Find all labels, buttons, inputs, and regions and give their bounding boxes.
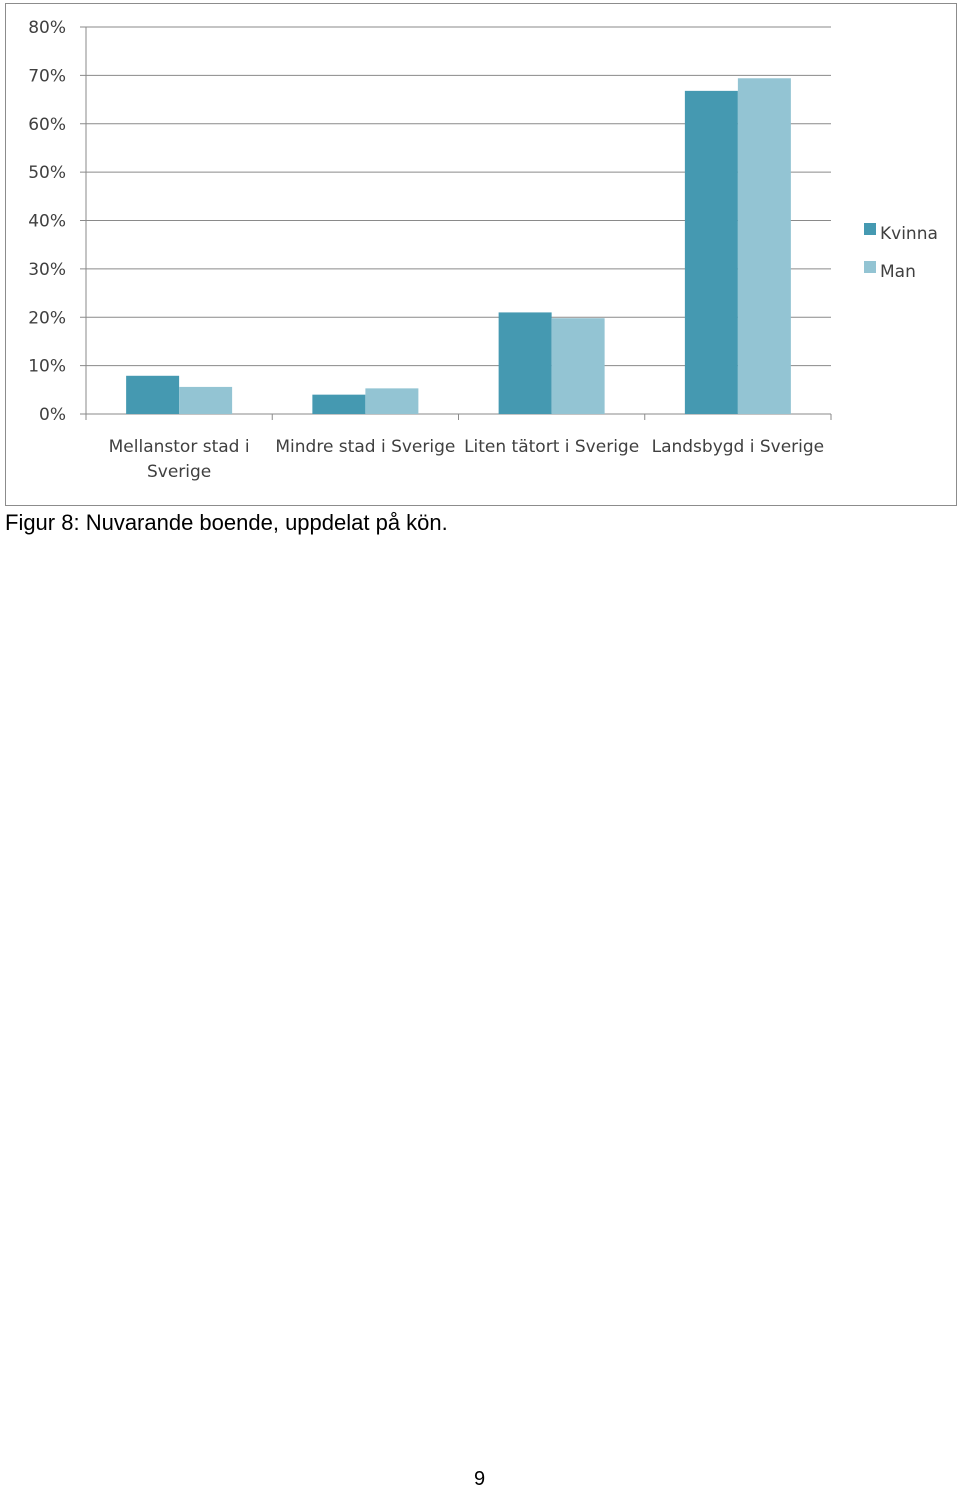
x-category-label: Mellanstor stad i [109,437,250,457]
y-tick-label: 20% [28,308,66,328]
bar-man-3 [737,78,791,414]
legend-label-kvinna: Kvinna [880,224,938,244]
chart-frame: 0% 10% 20% 30% 40% 50% 60% 70% 80% Mellanstor sta… [5,3,957,506]
bar-kvinna-1 [312,394,366,414]
y-tick-label: 60% [28,115,66,135]
bar-kvinna-3 [684,90,738,414]
bar-man-2 [551,318,605,414]
x-category-label: Landsbygd i Sverige [652,437,825,457]
page-number: 9 [474,1468,486,1490]
y-tick-label: 30% [28,260,66,280]
bar-chart: 0% 10% 20% 30% 40% 50% 60% 70% 80% Mellanstor sta… [28,18,938,482]
y-tick-label: 40% [28,212,66,232]
legend-label-man: Man [880,262,916,282]
y-tick-label: 0% [39,405,66,425]
legend-swatch-man [864,261,876,273]
y-tick-label: 70% [28,66,66,86]
bar-man-0 [179,386,233,414]
bar-kvinna-0 [126,375,180,414]
y-tick-label: 80% [28,18,66,38]
y-tick-label: 10% [28,357,66,377]
bar-man-1 [365,388,419,414]
x-category-label: Mindre stad i Sverige [275,437,455,457]
legend-swatch-kvinna [864,223,876,235]
x-category-label: Liten tätort i Sverige [464,437,639,457]
x-category-label: Sverige [147,462,211,482]
bar-kvinna-2 [498,312,552,414]
y-tick-label: 50% [28,163,66,183]
figure-caption: Figur 8: Nuvarande boende, uppdelat på k… [5,510,448,535]
